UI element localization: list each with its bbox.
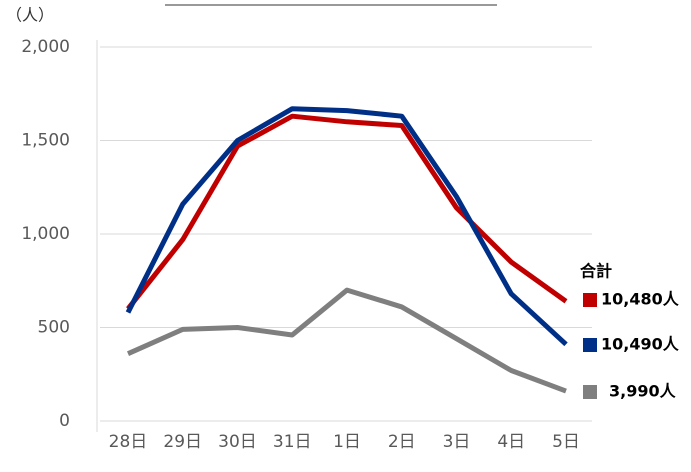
legend-swatch [583,338,597,352]
y-tick-label: 1,000 [21,224,70,244]
legend-swatch [583,385,597,399]
series-line [125,106,568,347]
series-line [126,287,567,394]
y-axis-label: （人） [6,6,54,25]
y-tick-label: 500 [38,318,70,338]
x-tick-label: 29日 [163,432,202,452]
x-tick-label: 4日 [497,432,525,452]
legend-label: 3,990人 [609,382,677,401]
x-tick-label: 31日 [273,432,312,452]
y-tick-label: 1,500 [21,131,70,151]
series-line [126,113,568,311]
x-tick-label: 5日 [552,432,580,452]
legend-label: 10,490人 [601,335,680,354]
legend-title: 合計 [580,262,612,281]
legend-label: 10,480人 [601,290,680,309]
x-tick-label: 2日 [388,432,416,452]
x-tick-label: 3日 [443,432,471,452]
y-tick-label: 0 [59,411,70,431]
y-tick-label: 2,000 [21,37,70,57]
x-tick-label: 30日 [218,432,257,452]
legend-swatch [583,293,597,307]
x-tick-label: 28日 [109,432,148,452]
x-tick-label: 1日 [333,432,361,452]
